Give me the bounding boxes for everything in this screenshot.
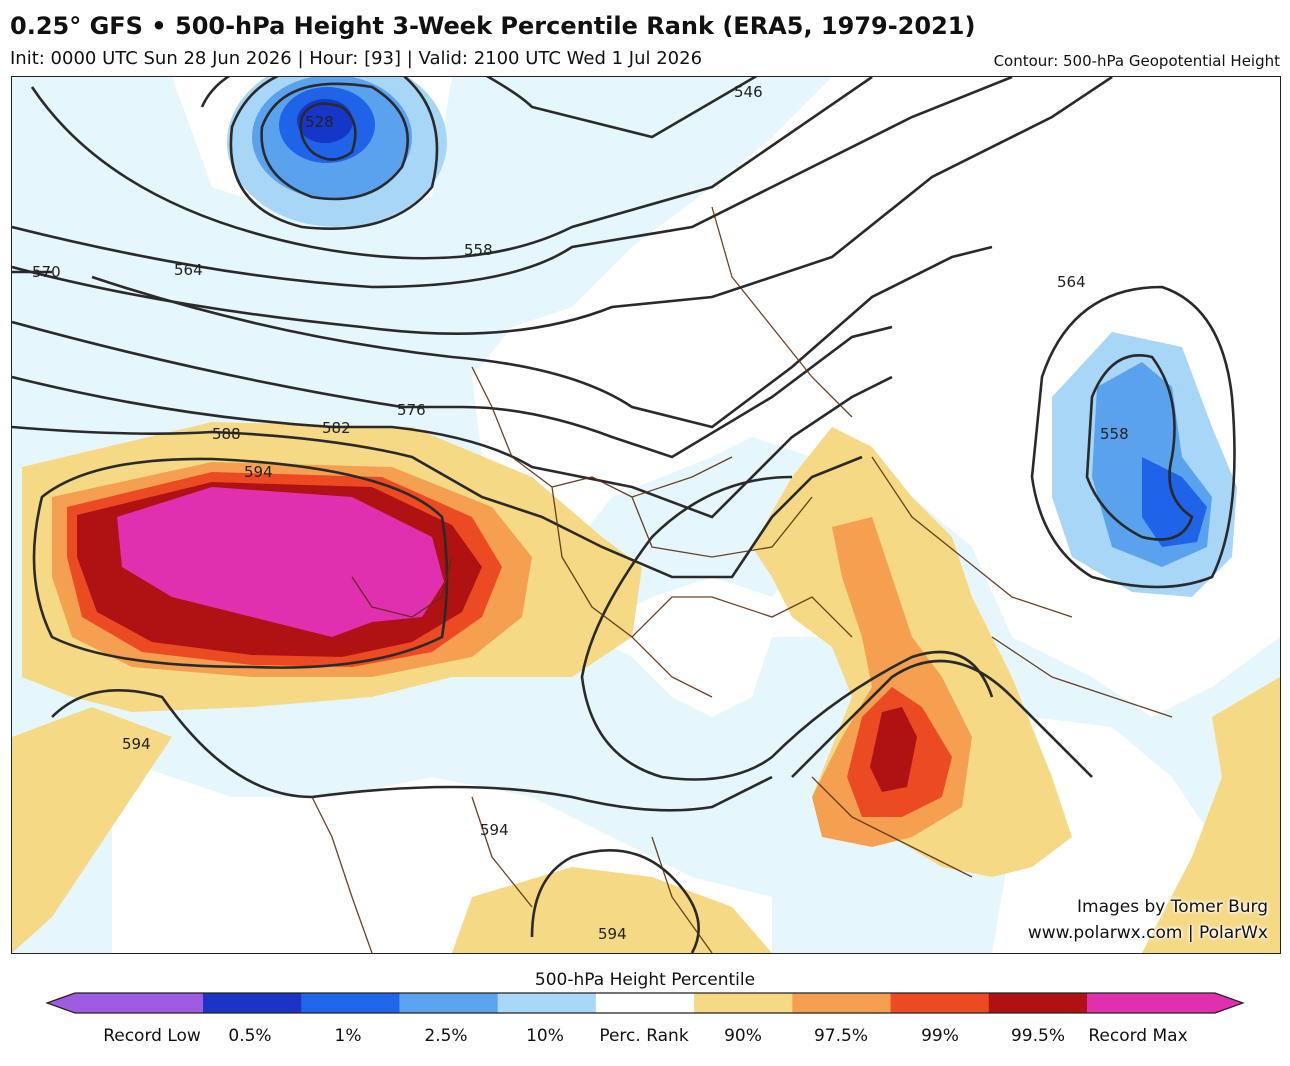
p0-5-shading-nw	[297, 99, 353, 143]
contour-label-558: 558	[464, 241, 493, 259]
colorbar-bin	[203, 993, 302, 1013]
colorbar-label: Record Max	[1088, 1026, 1188, 1046]
iberian-anomaly	[22, 422, 642, 712]
contour-540	[229, 77, 439, 230]
country-borders	[311, 206, 1173, 953]
p1-shading-ne	[1142, 457, 1207, 547]
colorbar-label: 0.5%	[228, 1026, 272, 1046]
colorbar	[45, 992, 1245, 1014]
contour-594-south	[51, 689, 773, 812]
contour-564	[12, 77, 1113, 335]
colorbar-bin	[988, 993, 1088, 1013]
contour-label-594-d: 594	[598, 925, 627, 943]
colorbar-bin	[301, 993, 400, 1013]
contour-label-594-a: 594	[244, 463, 273, 481]
colorbar-bin	[694, 993, 793, 1013]
colorbar-bin	[792, 993, 892, 1013]
colorbar-label: 1%	[334, 1026, 362, 1046]
contour-arabia-594	[791, 659, 1093, 778]
p90-shading-africa	[12, 707, 172, 953]
contour-594-iberia	[32, 457, 449, 669]
contour-label-528: 528	[305, 113, 334, 131]
contour-note: Contour: 500-hPa Geopotential Height	[993, 52, 1280, 70]
contour-570	[12, 245, 993, 429]
contour-528	[299, 102, 357, 161]
colorbar-bin	[497, 993, 597, 1013]
contour-label-588: 588	[212, 425, 241, 443]
map-panel: 528 546 558 564 570 576 582 588 594 564 …	[11, 76, 1281, 954]
contour-label-564-east: 564	[1057, 273, 1086, 291]
credit-author: Images by Tomer Burg	[1077, 897, 1268, 917]
middle-east-anomaly	[12, 427, 1280, 953]
contour-label-546: 546	[734, 83, 763, 101]
contour-label-558-east: 558	[1100, 425, 1129, 443]
contour-label-594-c: 594	[480, 821, 509, 839]
contour-582	[12, 375, 893, 519]
record-max-shading	[117, 487, 444, 637]
contour-ural-558	[1085, 354, 1194, 541]
contour-552	[30, 77, 873, 260]
contour-saharan-594	[530, 849, 700, 953]
page-subtitle: Init: 0000 UTC Sun 28 Jun 2026 | Hour: […	[10, 48, 703, 69]
colorbar-outline	[45, 992, 1245, 1014]
contour-label-582: 582	[322, 419, 351, 437]
contour-label-594-b: 594	[122, 735, 151, 753]
contour-labels: 528 546 558 564 570 576 582 588 594 564 …	[32, 83, 1129, 943]
contour-ural-564	[1030, 285, 1236, 589]
contour-576	[12, 320, 893, 459]
colorbar-label: 90%	[724, 1026, 762, 1046]
contour-558	[12, 77, 1013, 289]
legend-title: 500-hPa Height Percentile	[534, 970, 756, 990]
ural-low-anomaly	[1052, 332, 1237, 597]
colorbar-label: Perc. Rank	[599, 1026, 689, 1046]
credit-website: www.polarwx.com | PolarWx	[1027, 923, 1268, 943]
p99-5-shading-east	[870, 707, 917, 792]
contour-label-564: 564	[174, 261, 203, 279]
contour-534	[260, 82, 410, 201]
map-svg: 528 546 558 564 570 576 582 588 594 564 …	[12, 77, 1280, 953]
p90-shading-se	[1142, 677, 1280, 953]
colorbar-label: 99.5%	[1010, 1026, 1066, 1046]
colorbar-bin	[595, 993, 695, 1013]
colorbar-label: Record Low	[103, 1026, 201, 1046]
page-title: 0.25° GFS • 500-hPa Height 3-Week Percen…	[10, 12, 976, 40]
contour-label-576: 576	[397, 401, 426, 419]
contour-588	[12, 425, 863, 579]
colorbar-bin	[399, 993, 499, 1013]
contour-trough	[580, 475, 994, 781]
colorbar-label: 2.5%	[424, 1026, 468, 1046]
colorbar-bin-record-max	[1087, 993, 1243, 1013]
colorbar-label: 97.5%	[813, 1026, 869, 1046]
colorbar-label: 10%	[526, 1026, 564, 1046]
colorbar-bin	[890, 993, 990, 1013]
colorbar-bin-record-low	[47, 993, 203, 1013]
contour-546	[200, 77, 758, 139]
colorbar-bins	[47, 993, 1243, 1013]
iceland-low-anomaly	[227, 77, 447, 227]
colorbar-label: 99%	[921, 1026, 959, 1046]
height-contours	[12, 77, 1236, 953]
contour-label-570: 570	[32, 263, 61, 281]
